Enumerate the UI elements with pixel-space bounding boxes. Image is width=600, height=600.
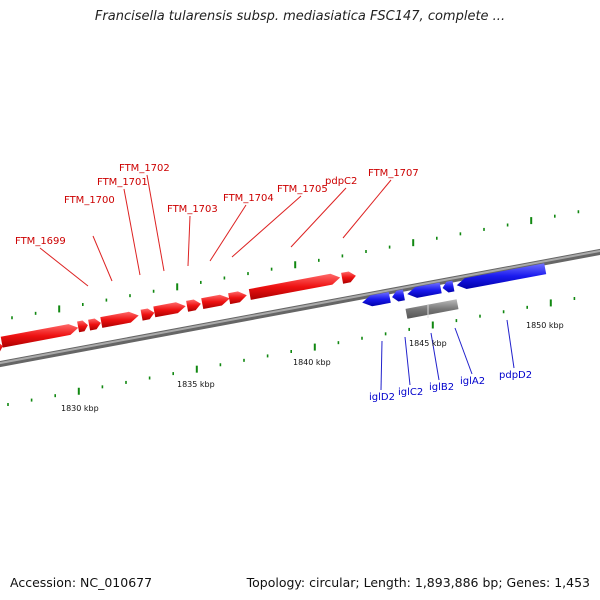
reverse-gene-arrow <box>362 292 391 307</box>
reverse-gene-label: iglD2 <box>369 392 395 403</box>
forward-gene-labels: FTM_1699 FTM_1700 FTM_1701 FTM_1702 FTM_1703… <box>15 163 419 247</box>
forward-gene-label: FTM_1699 <box>15 236 66 247</box>
map-title: Francisella tularensis subsp. mediasiati… <box>94 9 506 24</box>
forward-gene-arrow <box>341 271 356 284</box>
reverse-gene-arrow <box>407 282 442 298</box>
forward-gene-label: FTM_1700 <box>64 195 115 206</box>
gene-label-leaders <box>39 174 515 391</box>
forward-gene-arrow <box>248 273 341 300</box>
forward-gene-arrow <box>153 302 186 318</box>
forward-gene-arrow <box>140 308 155 321</box>
label-leader-line <box>404 336 411 386</box>
forward-gene-arrow <box>88 318 101 331</box>
label-leader-line <box>231 195 302 258</box>
label-leader-line <box>123 188 141 276</box>
reverse-gene-arrow <box>456 263 547 289</box>
reverse-gene-arrow <box>442 280 455 293</box>
genome-summary-text: Topology: circular; Length: 1,893,886 bp… <box>246 575 590 590</box>
forward-gene-arrow <box>0 343 3 352</box>
forward-gene-arrow <box>228 291 247 305</box>
label-leader-line <box>187 215 191 267</box>
forward-gene-label: pdpC2 <box>325 176 357 187</box>
reverse-gene-track <box>362 263 547 319</box>
label-leader-line <box>146 174 165 272</box>
genome-backbone <box>0 248 600 368</box>
reverse-gene-label: pdpD2 <box>499 370 532 381</box>
label-leader-line <box>506 319 515 369</box>
reverse-gene-arrow <box>392 289 405 302</box>
forward-gene-label: FTM_1707 <box>368 168 419 179</box>
forward-gene-label: FTM_1702 <box>119 163 170 174</box>
label-leader-line <box>39 247 89 287</box>
scale-labels: 1830 kbp 1835 kbp 1840 kbp 1845 kbp 1850 kbp <box>61 321 564 413</box>
label-leader-line <box>290 187 347 248</box>
kbp-scale-label: 1840 kbp <box>293 358 331 367</box>
forward-gene-label: FTM_1705 <box>277 184 328 195</box>
forward-gene-arrow <box>100 311 139 328</box>
inner-tick-track <box>7 297 576 407</box>
forward-gene-arrow <box>201 294 230 309</box>
forward-gene-arrow <box>77 320 88 333</box>
kbp-scale-label: 1845 kbp <box>409 339 447 348</box>
forward-gene-label: FTM_1701 <box>97 177 148 188</box>
label-leader-line <box>380 340 383 391</box>
forward-gene-arrow <box>186 299 201 312</box>
forward-gene-arrow <box>0 324 79 348</box>
kbp-scale-label: 1850 kbp <box>526 321 564 330</box>
label-leader-line <box>92 235 113 282</box>
outer-tick-track <box>11 210 580 320</box>
reverse-gene-label: iglA2 <box>460 376 485 387</box>
forward-gene-label: FTM_1704 <box>223 193 274 204</box>
other-feature-bar <box>405 299 459 319</box>
reverse-gene-label: iglC2 <box>398 387 423 398</box>
forward-gene-label: FTM_1703 <box>167 204 218 215</box>
reverse-gene-label: iglB2 <box>429 382 454 393</box>
reverse-gene-labels: iglD2 iglC2 iglB2 iglA2 pdpD2 <box>369 370 532 403</box>
label-leader-line <box>342 179 392 239</box>
accession-text: Accession: NC_010677 <box>10 575 153 590</box>
kbp-scale-label: 1835 kbp <box>177 380 215 389</box>
label-leader-line <box>430 332 440 381</box>
forward-gene-track <box>0 271 356 352</box>
label-leader-line <box>454 327 473 375</box>
label-leader-line <box>209 204 247 262</box>
kbp-scale-label: 1830 kbp <box>61 404 99 413</box>
